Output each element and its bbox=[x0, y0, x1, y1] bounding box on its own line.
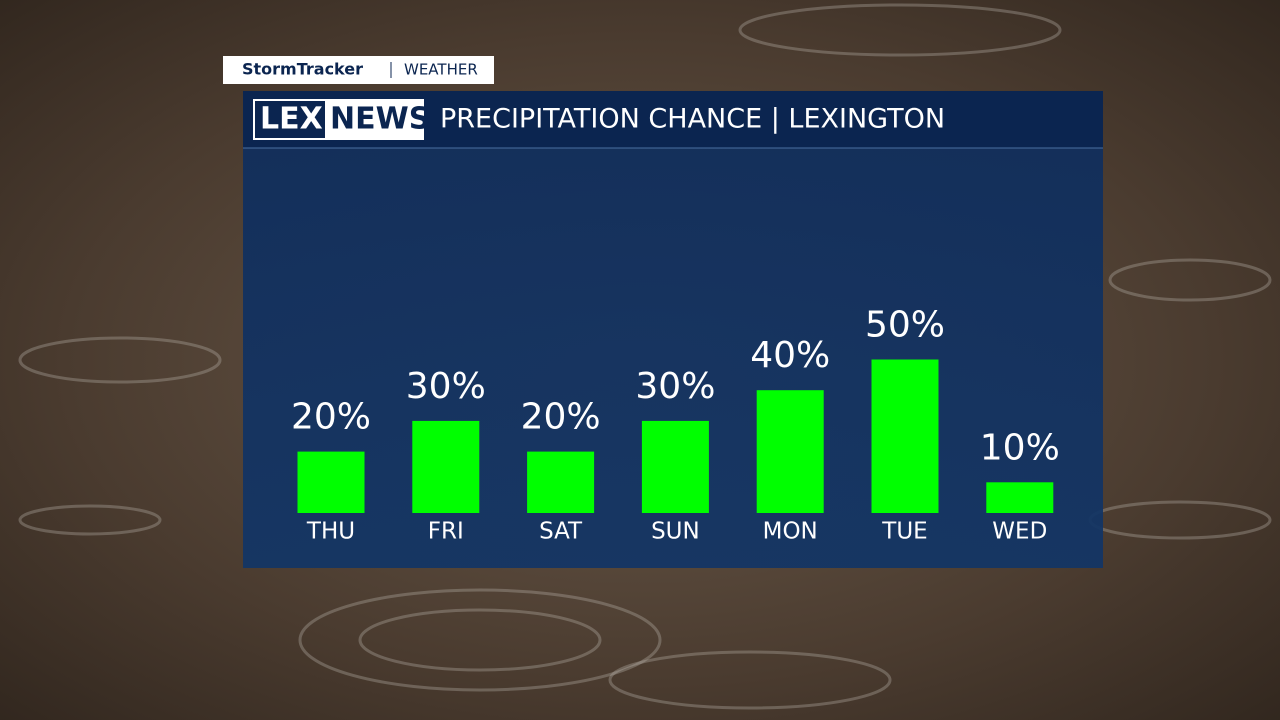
ripples bbox=[18, 3, 1272, 710]
x-tick-label: SAT bbox=[539, 519, 583, 545]
section: WEATHER bbox=[404, 61, 478, 79]
brand: StormTracker bbox=[242, 60, 363, 79]
x-tick-label: FRI bbox=[428, 519, 464, 545]
bar bbox=[756, 390, 824, 513]
value-label: 30% bbox=[635, 366, 715, 407]
x-tick-label: TUE bbox=[881, 519, 927, 545]
bar bbox=[297, 451, 365, 513]
x-tick-label: SUN bbox=[651, 519, 700, 545]
bar bbox=[871, 359, 939, 513]
x-tick-label: MON bbox=[763, 519, 818, 545]
chart-title: PRECIPITATION CHANCE | LEXINGTON bbox=[440, 104, 945, 135]
logo-left: LEX bbox=[260, 102, 323, 137]
logo-right: NEWS bbox=[330, 102, 430, 137]
value-label: 20% bbox=[521, 397, 601, 438]
x-tick-label: THU bbox=[306, 519, 355, 545]
bar bbox=[527, 451, 595, 513]
x-tick-label: WED bbox=[992, 519, 1047, 545]
value-label: 50% bbox=[865, 305, 945, 346]
value-label: 10% bbox=[980, 427, 1060, 468]
value-label: 30% bbox=[406, 366, 486, 407]
logo-box bbox=[325, 100, 423, 139]
bar bbox=[412, 420, 480, 513]
brand-tag bbox=[223, 56, 494, 84]
value-label: 20% bbox=[291, 397, 371, 438]
bar bbox=[986, 482, 1054, 513]
value-label: 40% bbox=[750, 335, 830, 376]
bar bbox=[641, 420, 709, 513]
